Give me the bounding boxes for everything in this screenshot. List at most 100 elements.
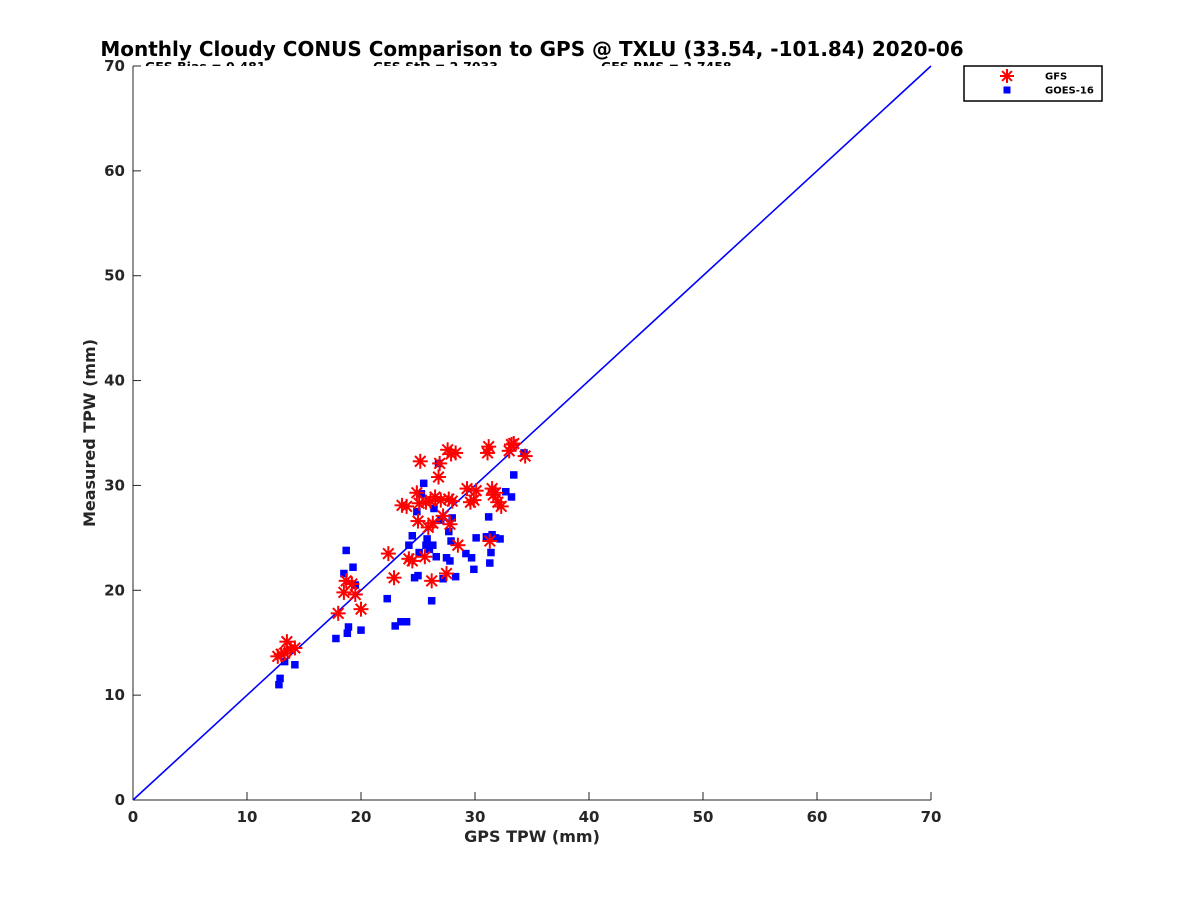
- goes16-point: [470, 565, 478, 574]
- gfs-point: [442, 516, 458, 532]
- goes16-point: [349, 563, 357, 571]
- goes16-point: [425, 545, 434, 554]
- goes16-point: [462, 549, 470, 558]
- goes16-point: [507, 493, 516, 501]
- gfs-point: [488, 485, 504, 501]
- reference-line-group: [132, 65, 932, 801]
- gfs-point: [409, 485, 425, 501]
- x-tick-label: 30: [465, 808, 486, 826]
- y-tick-label: 30: [104, 476, 125, 494]
- goes16-point: [445, 527, 453, 536]
- gfs-point: [459, 481, 475, 497]
- chart-title: Monthly Cloudy CONUS Comparison to GPS @…: [100, 37, 963, 61]
- goes16-point: [432, 552, 440, 561]
- gfs-point: [347, 586, 363, 602]
- x-tick-label: 20: [351, 808, 372, 826]
- gfs-point: [287, 640, 303, 656]
- gfs-point: [439, 566, 454, 582]
- series-gfs: [270, 435, 533, 664]
- goes16-point: [276, 674, 284, 683]
- gfs-point: [330, 605, 346, 621]
- goes16-point: [422, 541, 430, 549]
- legend-box: [963, 65, 1103, 102]
- gfs-point: [344, 576, 360, 592]
- goes16-point: [446, 557, 454, 565]
- goes16-point: [280, 657, 289, 666]
- gfs-point: [448, 445, 464, 461]
- legend-label: GOES-16: [1045, 86, 1094, 97]
- gfs-point: [433, 492, 449, 508]
- goes16-point: [451, 572, 460, 581]
- goes16-point: [357, 626, 365, 634]
- goes16-point: [447, 537, 455, 545]
- y-tick-label: 70: [104, 57, 125, 75]
- goes16-point: [417, 490, 426, 498]
- goes16-point: [520, 449, 528, 457]
- goes16-point: [427, 597, 436, 605]
- y-tick-label: 40: [104, 372, 125, 390]
- goes16-point: [437, 516, 445, 524]
- goes16-point: [342, 546, 350, 555]
- gfs-point: [412, 453, 428, 469]
- x-tick-label: 70: [921, 808, 942, 826]
- y-tick-label: 60: [104, 162, 125, 180]
- legend: GFS GOES-16: [963, 65, 1103, 102]
- y-axis-label: Measured TPW (mm): [80, 339, 99, 527]
- goes16-point: [413, 507, 421, 516]
- goes16-point: [486, 559, 494, 567]
- y-tick-label: 0: [115, 791, 125, 809]
- gfs-point: [466, 492, 482, 508]
- goes16-point: [402, 617, 411, 626]
- gfs-point: [404, 553, 420, 569]
- x-tick-label: 60: [807, 808, 828, 826]
- gfs-point: [417, 549, 433, 565]
- goes16-point: [430, 504, 438, 513]
- gfs-point: [506, 435, 522, 451]
- goes16-point: [448, 514, 456, 522]
- goes16-point: [344, 623, 353, 631]
- goes16-point: [351, 581, 360, 589]
- y-tick-label: 50: [104, 267, 125, 285]
- goes16-point: [472, 534, 480, 542]
- x-tick-label: 40: [579, 808, 600, 826]
- goes16-point: [487, 548, 495, 557]
- goes16-point: [397, 617, 405, 626]
- x-axis-label: GPS TPW (mm): [464, 827, 600, 846]
- goes16-point: [502, 487, 510, 496]
- gfs-point: [424, 573, 440, 589]
- goes16-point: [408, 532, 417, 540]
- goes16-point: [467, 554, 476, 562]
- gfs-point: [517, 448, 533, 464]
- gfs-point: [431, 469, 447, 485]
- data-series: [270, 435, 533, 689]
- goes16-point: [415, 548, 423, 557]
- x-tick-label: 10: [237, 808, 258, 826]
- gfs-point: [399, 498, 415, 514]
- x-tick-label: 50: [693, 808, 714, 826]
- y-tick-label: 10: [104, 686, 125, 704]
- x-tick-label: 0: [128, 808, 138, 826]
- gfs-point: [450, 537, 466, 553]
- gfs-point: [493, 498, 509, 514]
- gfs-point: [481, 439, 497, 455]
- goes16-point: [275, 680, 283, 689]
- goes16-point: [391, 622, 399, 630]
- one-to-one-reference-line: [132, 65, 932, 801]
- gfs-point: [425, 515, 441, 531]
- legend-goes16-marker: [1003, 86, 1011, 94]
- gfs-point: [444, 493, 460, 509]
- goes16-point: [510, 471, 518, 479]
- gfs-point: [386, 570, 402, 586]
- gfs-point: [435, 508, 451, 524]
- goes16-point: [439, 575, 447, 583]
- goes16-point: [343, 629, 352, 638]
- goes16-point: [423, 535, 431, 543]
- goes16-point: [405, 541, 413, 549]
- axes: 0 10 20 30 40 50 60 70 0 10 20 30 40 50 60 70: [104, 57, 941, 826]
- goes16-point: [383, 594, 391, 603]
- goes16-point: [340, 569, 348, 578]
- goes16-point: [484, 513, 493, 521]
- gfs-point: [353, 601, 369, 617]
- gfs-point: [468, 483, 484, 499]
